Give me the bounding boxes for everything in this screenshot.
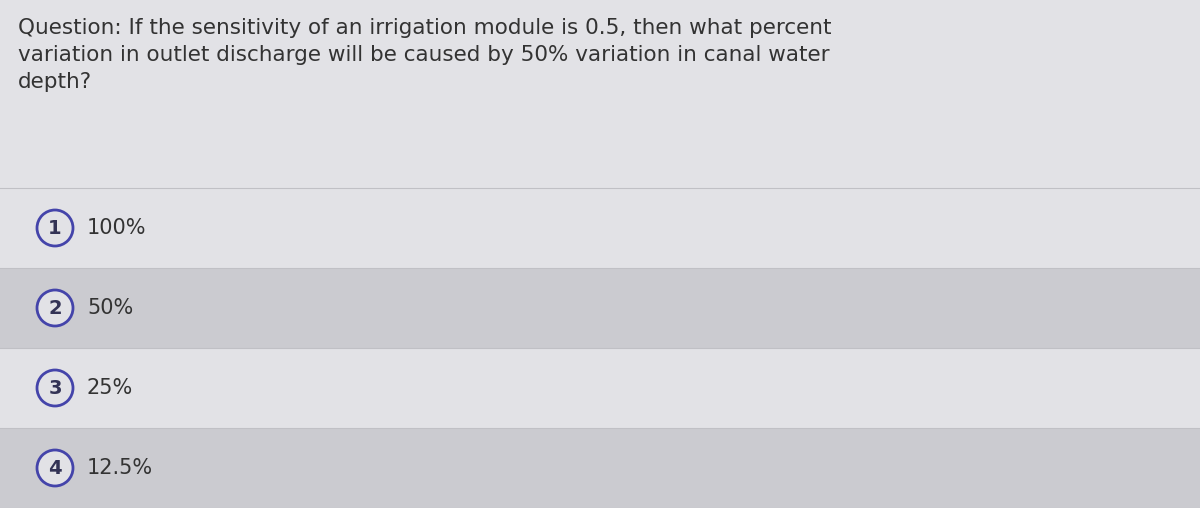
FancyBboxPatch shape [0,188,1200,268]
Circle shape [37,450,73,486]
Text: 2: 2 [48,299,62,318]
FancyBboxPatch shape [0,428,1200,508]
Text: 50%: 50% [88,298,133,318]
FancyBboxPatch shape [0,268,1200,348]
FancyBboxPatch shape [0,348,1200,428]
Text: 25%: 25% [88,378,133,398]
Text: 100%: 100% [88,218,146,238]
Text: Question: If the sensitivity of an irrigation module is 0.5, then what percent
v: Question: If the sensitivity of an irrig… [18,18,832,92]
FancyBboxPatch shape [0,0,1200,188]
Circle shape [37,210,73,246]
Text: 4: 4 [48,459,62,478]
Text: 1: 1 [48,218,62,238]
Circle shape [37,290,73,326]
Text: 12.5%: 12.5% [88,458,154,478]
Circle shape [37,370,73,406]
Text: 3: 3 [48,378,61,397]
